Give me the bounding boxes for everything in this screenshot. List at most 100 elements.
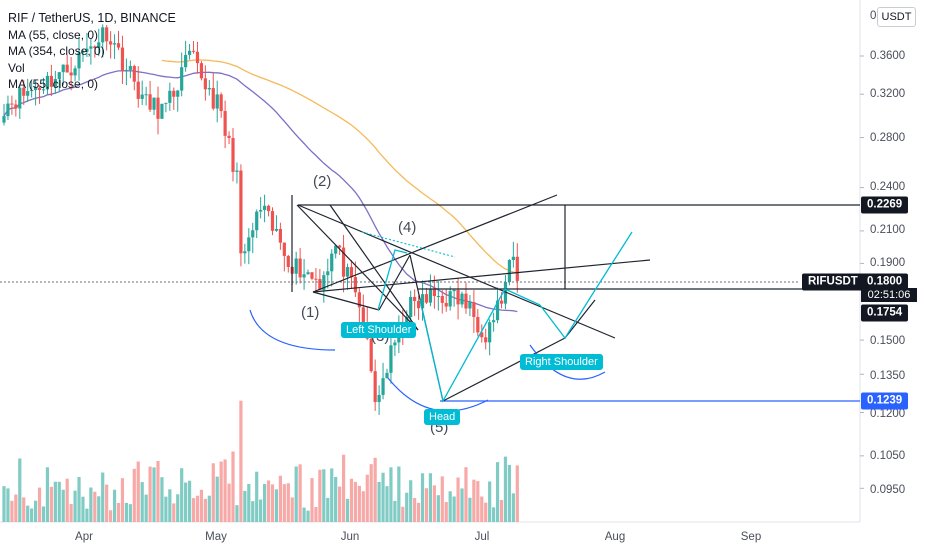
- drawing-tools[interactable]: [0, 194, 860, 412]
- volume-bar: [484, 502, 488, 522]
- candle: [326, 258, 330, 289]
- candle: [2, 104, 6, 126]
- volume-bar: [262, 484, 267, 522]
- volume-bar: [460, 488, 464, 522]
- volume-bar: [164, 496, 168, 522]
- volume-bar: [499, 500, 504, 522]
- volume-bar: [18, 458, 22, 522]
- candle: [10, 95, 14, 115]
- volume-bar: [389, 467, 393, 522]
- pattern-line-c[interactable]: [312, 291, 380, 311]
- candle: [373, 359, 377, 411]
- volume-bar: [302, 507, 306, 522]
- volume-bar: [45, 467, 50, 522]
- volume-bar: [452, 496, 456, 522]
- volume-bar: [255, 471, 259, 522]
- volume-bar: [361, 491, 365, 522]
- price-tick: 0.2400: [870, 181, 906, 193]
- candle: [168, 82, 172, 111]
- head-path[interactable]: [419, 288, 541, 403]
- volume-bar: [168, 489, 172, 522]
- price-tick: 0.3200: [870, 88, 906, 100]
- wave-label-4: (4): [398, 219, 417, 236]
- volume-bar: [464, 467, 468, 522]
- candle: [112, 34, 117, 59]
- volume-bar: [30, 508, 34, 522]
- volume-bar: [334, 476, 338, 522]
- volume-bar: [353, 481, 358, 522]
- volume-bar: [310, 478, 314, 522]
- chart-legend: RIF / TetherUS, 1D, BINANCE MA (55, clos…: [8, 10, 176, 93]
- candle: [73, 65, 77, 82]
- candle: [357, 288, 361, 323]
- volume-bar: [424, 488, 429, 522]
- volume-bar: [405, 492, 409, 522]
- volume-bars: [2, 400, 519, 522]
- cyan-dotted-line[interactable]: [361, 231, 456, 258]
- candle: [203, 65, 207, 101]
- volume-bar: [401, 506, 405, 522]
- price-tick: 0.2100: [870, 224, 906, 236]
- left-shoulder-path[interactable]: [377, 249, 408, 311]
- volume-bar: [373, 457, 377, 522]
- pattern-line-a[interactable]: [329, 204, 419, 331]
- candle: [152, 97, 156, 116]
- volume-bar: [266, 480, 271, 522]
- volume-bar: [112, 489, 117, 522]
- price-tick: 0.1200: [870, 408, 906, 420]
- candle: [120, 35, 125, 84]
- volume-bar: [476, 481, 480, 522]
- right-shoulder-path[interactable]: [539, 231, 633, 340]
- wave-label-2: (2): [313, 173, 332, 190]
- volume-bar: [278, 475, 282, 522]
- curve-head: [387, 377, 489, 412]
- pattern-line-g[interactable]: [564, 299, 596, 339]
- candle: [33, 79, 38, 106]
- candle: [476, 308, 480, 337]
- volume-bar: [338, 486, 342, 522]
- currency-button[interactable]: USDT: [877, 7, 916, 27]
- volume-bar: [97, 496, 101, 522]
- volume-bar: [298, 464, 302, 522]
- candle: [345, 263, 350, 290]
- candle: [132, 64, 136, 91]
- candle: [89, 38, 93, 65]
- pattern-down-diagonal[interactable]: [297, 204, 616, 339]
- volume-bar: [26, 505, 30, 522]
- volume-bar: [93, 491, 97, 522]
- candle: [274, 215, 279, 232]
- pattern-line-d[interactable]: [378, 254, 411, 311]
- pattern-lower-right[interactable]: [312, 259, 651, 293]
- volume-bar: [10, 500, 14, 522]
- candle: [227, 131, 231, 144]
- volume-bar: [314, 506, 318, 522]
- volume-bar: [191, 498, 196, 522]
- volume-bar: [61, 489, 65, 522]
- volume-bar: [416, 502, 421, 522]
- head-level-tag: 0.1239: [861, 392, 909, 410]
- candle: [136, 66, 140, 108]
- candle: [322, 271, 326, 303]
- candle: [77, 36, 81, 81]
- time-tick: Jun: [340, 531, 360, 543]
- price-tick: 0.1350: [870, 370, 906, 382]
- pattern-line-f[interactable]: [442, 337, 566, 402]
- wave-label-1: (1): [301, 304, 320, 321]
- candle: [195, 41, 200, 74]
- candle: [211, 73, 215, 111]
- neckline-tag: 0.1754: [861, 304, 909, 322]
- candle: [381, 362, 385, 400]
- candle: [278, 222, 282, 250]
- pattern-upper-diagonal[interactable]: [312, 194, 558, 293]
- volume-bar: [37, 487, 42, 522]
- candle: [37, 85, 42, 104]
- candle: [30, 80, 34, 98]
- candle: [172, 87, 176, 110]
- volume-bar: [290, 497, 294, 522]
- candle: [259, 197, 263, 219]
- volume-bar: [227, 483, 231, 522]
- candle: [6, 95, 10, 121]
- volume-bar: [294, 466, 298, 522]
- pattern-line-b[interactable]: [296, 204, 419, 331]
